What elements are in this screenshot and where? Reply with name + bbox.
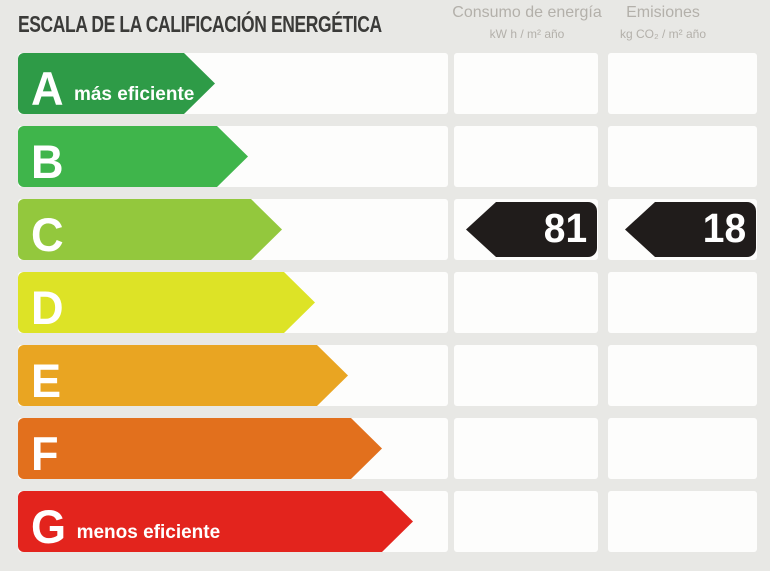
emisiones-column-header: Emisiones kg CO₂ / m² año [543,4,770,41]
consumo-cell [454,126,598,187]
emisiones-cell [608,491,757,552]
consumo-column-unit: kW h / m² año [489,27,565,41]
rating-letter: B [31,135,64,188]
rating-row-d: D [18,272,757,333]
scale-band: F [18,418,448,479]
consumo-cell [454,418,598,479]
consumo-column-header: Consumo de energía kW h / m² año [407,4,647,41]
rating-letter: E [31,354,62,407]
emisiones-cell [608,418,757,479]
consumo-cell [454,272,598,333]
scale-band: G menos eficiente [18,491,448,552]
rating-arrow-g: G menos eficiente [18,491,413,552]
rating-row-b: B [18,126,757,187]
consumo-cell: 81 [454,199,598,260]
consumo-value: 81 [544,205,588,251]
rating-arrow-e: E [18,345,348,406]
rating-row-f: F [18,418,757,479]
scale-band: E [18,345,448,406]
scale-band: A más eficiente [18,53,448,114]
rating-row-g: G menos eficiente [18,491,757,552]
rating-letter: F [31,427,59,480]
rating-rows: A más eficiente B C [18,53,757,552]
efficiency-note: más eficiente [73,84,195,105]
emisiones-cell [608,126,757,187]
efficiency-note: menos eficiente [76,522,221,543]
rating-letter: A [31,62,64,115]
rating-row-c: C 81 18 [18,199,757,260]
rating-letter: D [31,281,64,334]
emisiones-value-marker-icon: 18 [625,202,756,257]
emisiones-column-label: Emisiones [626,4,700,21]
rating-arrow-b: B [18,126,248,187]
scale-band: C [18,199,448,260]
rating-letter: C [31,208,64,261]
rating-row-e: E [18,345,757,406]
consumo-cell [454,345,598,406]
rating-row-a: A más eficiente [18,53,757,114]
scale-band: B [18,126,448,187]
emisiones-column-unit: kg CO₂ / m² año [619,27,706,41]
consumo-value-marker-icon: 81 [466,202,597,257]
page-title: ESCALA DE LA CALIFICACIÓN ENERGÉTICA [18,11,497,38]
emisiones-cell [608,53,757,114]
rating-arrow-d: D [18,272,315,333]
consumo-column-label: Consumo de energía [452,4,602,21]
consumo-cell [454,491,598,552]
emisiones-cell [608,272,757,333]
rating-arrow-f: F [18,418,382,479]
rating-arrow-a: A más eficiente [18,53,215,114]
page-title-text: ESCALA DE LA CALIFICACIÓN ENERGÉTICA [18,11,382,37]
scale-band: D [18,272,448,333]
emisiones-value: 18 [703,205,747,251]
emisiones-cell [608,345,757,406]
emisiones-cell: 18 [608,199,757,260]
rating-arrow-c: C [18,199,282,260]
rating-letter: G [31,500,67,553]
consumo-cell [454,53,598,114]
